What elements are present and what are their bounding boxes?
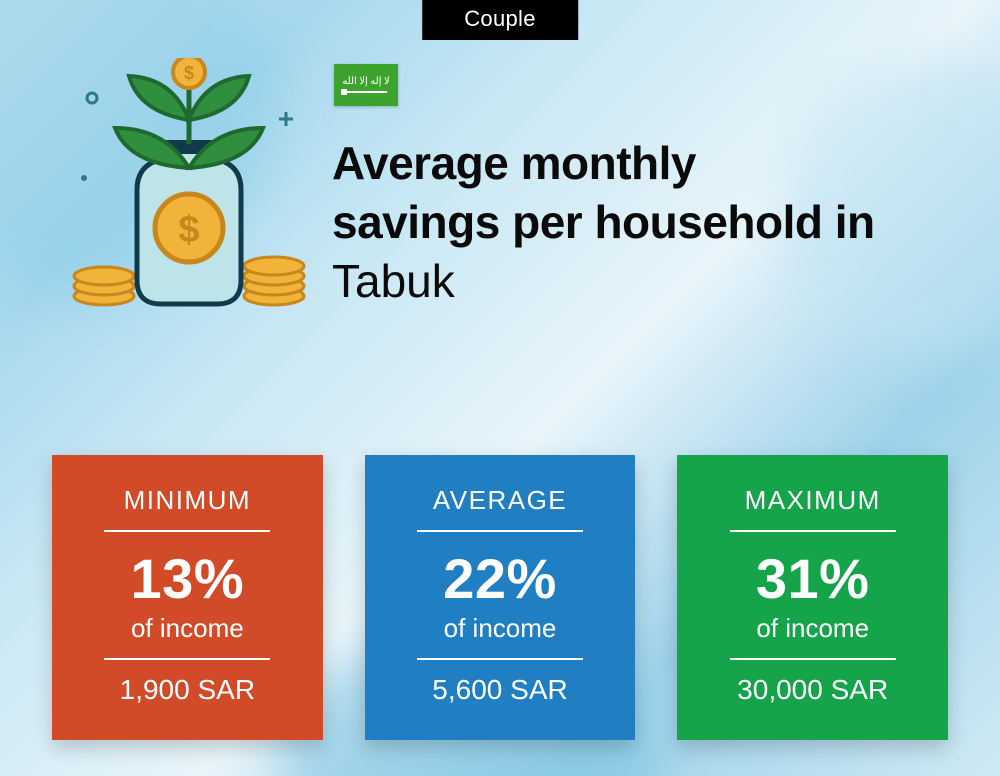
- stat-label: MAXIMUM: [697, 485, 928, 516]
- stat-amount: 30,000 SAR: [697, 674, 928, 706]
- household-type-label: Couple: [464, 6, 536, 31]
- stat-card-minimum: MINIMUM 13% of income 1,900 SAR: [52, 455, 323, 740]
- stat-cards-row: MINIMUM 13% of income 1,900 SAR AVERAGE …: [52, 455, 948, 740]
- title-line-1: Average monthly: [332, 134, 988, 193]
- household-type-badge: Couple: [422, 0, 578, 40]
- flag-script: لا إله إلا الله: [342, 77, 389, 87]
- divider: [417, 530, 583, 532]
- svg-text:$: $: [178, 209, 199, 251]
- stat-amount: 5,600 SAR: [385, 674, 616, 706]
- stat-label: MINIMUM: [72, 485, 303, 516]
- divider: [730, 658, 896, 660]
- savings-illustration: $ $: [64, 58, 314, 318]
- stat-caption: of income: [72, 613, 303, 644]
- svg-text:$: $: [184, 63, 194, 83]
- stat-amount: 1,900 SAR: [72, 674, 303, 706]
- title-city: Tabuk: [332, 252, 988, 311]
- stat-caption: of income: [697, 613, 928, 644]
- divider: [104, 530, 270, 532]
- stat-percent: 22%: [385, 546, 616, 611]
- stat-card-average: AVERAGE 22% of income 5,600 SAR: [365, 455, 636, 740]
- stat-label: AVERAGE: [385, 485, 616, 516]
- divider: [104, 658, 270, 660]
- country-flag-icon: لا إله إلا الله: [334, 64, 398, 106]
- stat-percent: 13%: [72, 546, 303, 611]
- flag-sword: [345, 91, 387, 93]
- divider: [730, 530, 896, 532]
- stat-card-maximum: MAXIMUM 31% of income 30,000 SAR: [677, 455, 948, 740]
- divider: [417, 658, 583, 660]
- page-title: Average monthly savings per household in…: [332, 134, 988, 311]
- stat-percent: 31%: [697, 546, 928, 611]
- stat-caption: of income: [385, 613, 616, 644]
- title-line-2: savings per household in: [332, 193, 988, 252]
